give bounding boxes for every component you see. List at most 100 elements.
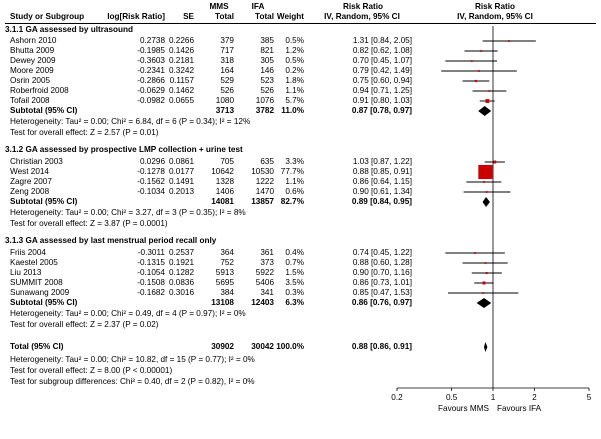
study-total-b: 1076 bbox=[255, 96, 274, 105]
study-ci: 0.85 [0.47, 1.53] bbox=[352, 288, 412, 297]
study-ci: 0.79 [0.42, 1.49] bbox=[352, 66, 412, 75]
study-total-b: 1470 bbox=[255, 187, 274, 196]
study-name: Ashorn 2010 bbox=[10, 36, 57, 45]
study-se: 0.1491 bbox=[168, 177, 194, 186]
study-total-a: 717 bbox=[220, 46, 234, 55]
weight-col-header: Weight bbox=[276, 12, 304, 21]
total-heterogeneity-text: Heterogeneity: Tau² = 0.00; Chi² = 10.82… bbox=[10, 355, 255, 364]
study-col-header: Study or Subgroup bbox=[10, 12, 85, 21]
subtotal-weight: 6.3% bbox=[285, 298, 304, 307]
study-name: West 2014 bbox=[10, 167, 49, 176]
study-name: Liu 2013 bbox=[10, 268, 42, 277]
subtotal-label: Subtotal (95% CI) bbox=[10, 298, 78, 307]
study-se: 0.2266 bbox=[168, 36, 194, 45]
subgroup-title: 3.1.3 GA assessed by last menstrual peri… bbox=[5, 236, 217, 245]
logrr-col-header: log[Risk Ratio] bbox=[107, 12, 165, 21]
subtotal-weight: 82.7% bbox=[280, 197, 304, 206]
study-name: Moore 2009 bbox=[10, 66, 54, 75]
group-a-header: MMS bbox=[209, 2, 229, 11]
overall-effect-text: Test for overall effect: Z = 2.37 (P = 0… bbox=[10, 320, 159, 329]
study-se: 0.2537 bbox=[168, 248, 194, 257]
subtotal-total-a: 14081 bbox=[211, 197, 234, 206]
study-ci: 0.90 [0.61, 1.34] bbox=[352, 187, 412, 196]
study-ci: 0.86 [0.73, 1.01] bbox=[352, 278, 412, 287]
effect-square bbox=[474, 79, 477, 83]
heterogeneity-text: Heterogeneity: Tau² = 0.00; Chi² = 0.49,… bbox=[10, 309, 246, 318]
subtotal-total-b: 13857 bbox=[251, 197, 274, 206]
study-total-a: 5913 bbox=[215, 268, 234, 277]
study-total-b: 523 bbox=[260, 76, 274, 85]
study-total-a: 526 bbox=[220, 86, 234, 95]
overall-effect-text: Test for overall effect: Z = 2.57 (P = 0… bbox=[10, 128, 159, 137]
study-weight: 1.2% bbox=[285, 46, 304, 55]
subtotal-total-a: 13108 bbox=[211, 298, 234, 307]
forest-plot-marks bbox=[441, 40, 536, 352]
study-weight: 1.8% bbox=[285, 76, 304, 85]
study-logrr: 0.2738 bbox=[139, 36, 165, 45]
study-se: 0.1157 bbox=[169, 76, 194, 85]
study-total-b: 526 bbox=[260, 86, 274, 95]
study-total-b: 5406 bbox=[255, 278, 274, 287]
effect-square bbox=[485, 272, 488, 274]
heterogeneity-text: Heterogeneity: Tau² = 0.00; Chi² = 6.84,… bbox=[10, 117, 251, 126]
study-se: 0.3242 bbox=[168, 66, 194, 75]
study-name: Kaestel 2005 bbox=[10, 258, 58, 267]
study-total-a: 705 bbox=[220, 157, 234, 166]
effect-square bbox=[478, 164, 493, 180]
subtotal-label: Subtotal (95% CI) bbox=[10, 197, 78, 206]
study-se: 0.1921 bbox=[168, 258, 194, 267]
study-total-a: 1080 bbox=[215, 96, 234, 105]
study-ci: 0.91 [0.80, 1.03] bbox=[352, 96, 412, 105]
x-tick-label: 5 bbox=[587, 393, 592, 402]
effect-square bbox=[480, 50, 483, 52]
study-logrr: -0.3011 bbox=[137, 248, 165, 257]
forest-plot-axis: 0.2 0.5 1 2 5 Favours MMS Favours IFA bbox=[391, 26, 592, 413]
x-tick-label: 1 bbox=[491, 393, 496, 402]
effect-square bbox=[485, 99, 490, 103]
total-total-a: 30902 bbox=[211, 342, 234, 351]
study-weight: 1.5% bbox=[285, 268, 304, 277]
group-b-header: IFA bbox=[251, 2, 265, 11]
study-total-b: 1222 bbox=[255, 177, 274, 186]
study-name: Friis 2004 bbox=[10, 248, 46, 257]
total-ci: 0.88 [0.86, 0.91] bbox=[351, 342, 412, 351]
effect-square bbox=[470, 60, 473, 62]
effect-square bbox=[484, 262, 487, 264]
favours-right-label: Favours IFA bbox=[497, 404, 542, 413]
study-total-a: 384 bbox=[220, 288, 234, 297]
study-total-b: 635 bbox=[260, 157, 274, 166]
study-se: 0.3016 bbox=[168, 288, 194, 297]
study-ci: 0.90 [0.70, 1.16] bbox=[352, 268, 412, 277]
study-logrr: -0.0629 bbox=[137, 86, 165, 95]
study-ci: 0.75 [0.60, 0.94] bbox=[352, 76, 412, 85]
study-se: 0.0177 bbox=[168, 167, 194, 176]
study-ci: 0.86 [0.64, 1.15] bbox=[352, 177, 412, 186]
study-se: 0.0836 bbox=[168, 278, 194, 287]
study-se: 0.0861 bbox=[168, 157, 194, 166]
study-logrr: -0.1985 bbox=[137, 46, 165, 55]
se-col-header: SE bbox=[183, 12, 194, 21]
study-ci: 0.74 [0.45, 1.22] bbox=[352, 248, 412, 257]
study-total-a: 1406 bbox=[215, 187, 234, 196]
subtotal-total-b: 12403 bbox=[251, 298, 274, 307]
study-weight: 1.1% bbox=[285, 86, 304, 95]
study-logrr: -0.1034 bbox=[137, 187, 165, 196]
study-name: SUMMIT 2008 bbox=[10, 278, 63, 287]
study-total-b: 10530 bbox=[251, 167, 274, 176]
x-tick-label: 0.5 bbox=[446, 393, 458, 402]
study-logrr: -0.3603 bbox=[137, 56, 165, 65]
study-logrr: -0.1315 bbox=[137, 258, 165, 267]
study-total-a: 10642 bbox=[211, 167, 234, 176]
study-name: Osrin 2005 bbox=[10, 76, 51, 85]
plot-title-header: Risk Ratio bbox=[474, 2, 516, 11]
subgroup-differences-text: Test for subgroup differences: Chi² = 0.… bbox=[10, 377, 255, 386]
total-diamond bbox=[484, 342, 488, 352]
effect-square bbox=[478, 70, 480, 72]
study-logrr: -0.2866 bbox=[137, 76, 165, 85]
total-a-col-header: Total bbox=[215, 12, 234, 21]
effect-square bbox=[488, 90, 491, 92]
study-total-b: 5922 bbox=[255, 268, 274, 277]
subtotal-diamond bbox=[482, 197, 490, 207]
subtotal-ci: 0.89 [0.84, 0.95] bbox=[351, 197, 412, 206]
